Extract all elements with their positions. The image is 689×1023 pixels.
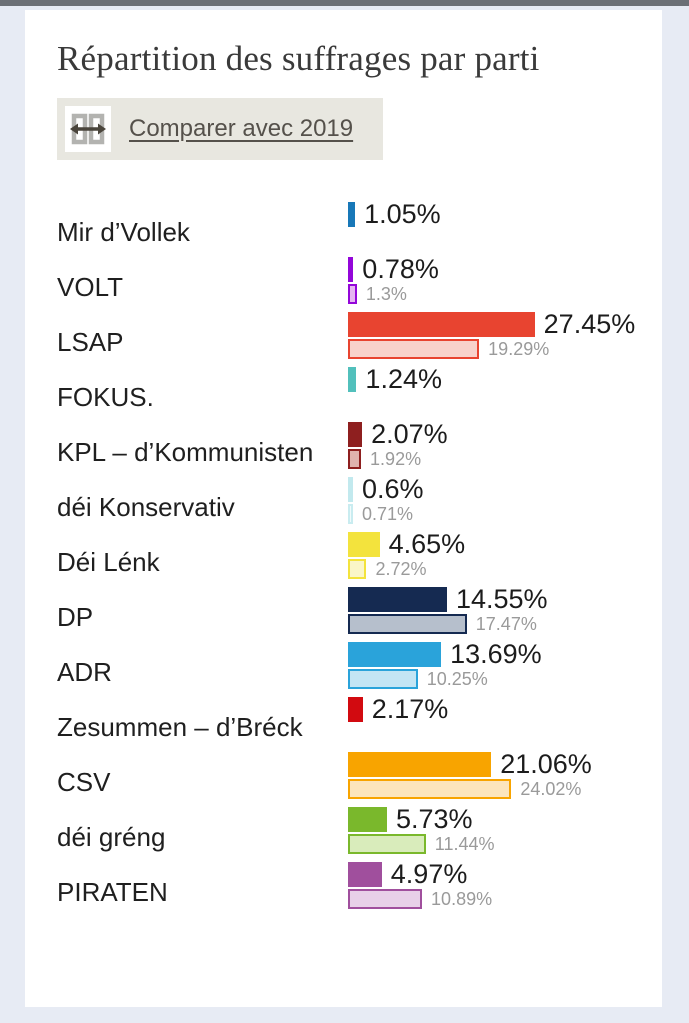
value-previous-2019: 10.89% [431,889,493,909]
party-label: LSAP [57,327,124,357]
bar-current [348,422,363,447]
party-bars: 21.06% 24.02% [348,749,634,807]
value-previous-2019: 11.44% [434,834,495,854]
party-row: ADR 13.69% 10.25% [57,639,634,697]
party-row: KPL – d’Kommunisten 2.07% 1.92% [57,419,634,477]
party-row: CSV 21.06% 24.02% [57,749,634,807]
party-bars: 27.45% 19.29% [348,309,636,367]
bar-current [348,862,382,887]
party-label: Mir d’Vollek [57,217,190,247]
party-row: LSAP 27.45% 19.29% [57,309,636,367]
value-previous-2019: 1.92% [370,449,422,469]
compare-with-2019-button[interactable]: Comparer avec 2019 [57,98,384,160]
party-bars: 0.6% 0.71% [348,474,634,532]
party-bars: 1.24% [348,364,634,422]
party-label: ADR [57,657,112,687]
value-current: 5.73% [395,804,473,834]
party-bars: 1.05% [348,199,634,257]
value-current: 2.17% [371,694,449,724]
party-results-chart: Mir d’Vollek 1.05% VOLT 0.78% 1.3% LSAP [57,199,636,917]
party-label: CSV [57,767,111,797]
bar-previous-2019 [348,284,357,304]
party-row: déi Konservativ 0.6% 0.71% [57,474,634,532]
party-bars: 5.73% 11.44% [348,804,634,862]
value-current: 2.07% [371,419,448,449]
value-current: 27.45% [543,309,636,339]
value-current: 0.78% [362,254,439,284]
bar-current [348,312,535,337]
party-label: Zesummen – d’Bréck [57,712,303,742]
value-current: 4.97% [390,859,468,889]
bar-previous-2019 [348,889,423,909]
party-label: Déi Lénk [57,547,160,577]
value-current: 1.24% [365,364,442,394]
bar-previous-2019 [348,449,362,469]
value-current: 13.69% [450,639,542,669]
party-label: déi Konservativ [57,492,235,522]
value-current: 4.65% [388,529,466,559]
party-bars: 4.97% 10.89% [348,859,634,917]
party-bars: 14.55% 17.47% [348,584,634,642]
bar-previous-2019 [348,614,467,634]
value-previous-2019: 17.47% [475,614,537,634]
bar-current [348,532,380,557]
bar-previous-2019 [348,779,512,799]
party-bars: 0.78% 1.3% [348,254,634,312]
party-row: Zesummen – d’Bréck 2.17% [57,694,634,752]
value-current: 21.06% [500,749,592,779]
value-previous-2019: 0.71% [362,504,414,524]
party-bars: 4.65% 2.72% [348,529,634,587]
party-label: PIRATEN [57,877,168,907]
compare-arrows-icon [65,106,111,152]
party-label: déi gréng [57,822,166,852]
value-previous-2019: 2.72% [375,559,427,579]
compare-button-label[interactable]: Comparer avec 2019 [129,115,354,142]
party-row: Déi Lénk 4.65% 2.72% [57,529,634,587]
party-row: PIRATEN 4.97% 10.89% [57,859,634,917]
party-bars: 2.07% 1.92% [348,419,634,477]
bar-current [348,202,356,227]
bar-previous-2019 [348,504,353,524]
party-row: Mir d’Vollek 1.05% [57,199,634,257]
page-title: Répartition des suffrages par parti [57,39,540,78]
party-bars: 13.69% 10.25% [348,639,634,697]
party-label: KPL – d’Kommunisten [57,437,314,467]
bar-current [348,367,357,392]
top-strip [0,0,689,6]
value-current: 1.05% [364,199,441,229]
bar-current [348,587,447,612]
value-previous-2019: 10.25% [426,669,488,689]
bar-current [348,477,353,502]
bar-current [348,642,442,667]
party-label: FOKUS. [57,382,154,412]
party-row: FOKUS. 1.24% [57,364,634,422]
value-previous-2019: 24.02% [520,779,582,799]
bar-previous-2019 [348,669,418,689]
party-label: VOLT [57,272,123,302]
party-bars: 2.17% [348,694,634,752]
party-row: VOLT 0.78% 1.3% [57,254,634,312]
bar-current [348,752,492,777]
bar-previous-2019 [348,339,480,359]
value-previous-2019: 19.29% [488,339,550,359]
bar-current [348,697,363,722]
party-row: déi gréng 5.73% 11.44% [57,804,634,862]
bar-previous-2019 [348,559,367,579]
party-row: DP 14.55% 17.47% [57,584,634,642]
bar-current [348,257,354,282]
party-label: DP [57,602,94,632]
bar-previous-2019 [348,834,426,854]
bar-current [348,807,387,832]
value-previous-2019: 1.3% [365,284,407,304]
value-current: 14.55% [455,584,548,614]
results-card: Répartition des suffrages par parti Comp… [25,10,662,1007]
value-current: 0.6% [362,474,424,504]
